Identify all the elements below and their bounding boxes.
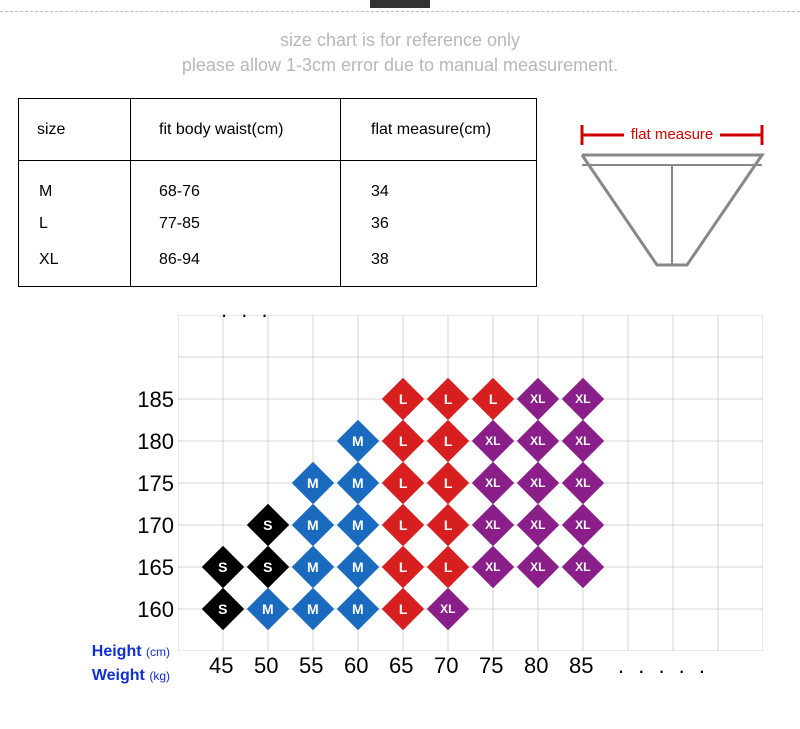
y-label: 165 (124, 555, 174, 581)
x-label: 50 (254, 653, 278, 679)
table-cell: 86-94 (131, 245, 341, 287)
size-diamond-label: L (444, 475, 453, 491)
table-header-row: size fit body waist(cm) flat measure(cm) (19, 99, 537, 161)
top-dashed-border (0, 11, 800, 12)
col-waist: fit body waist(cm) (131, 99, 341, 161)
size-diamond-label: M (307, 475, 319, 491)
table-row: XL86-9438 (19, 245, 537, 287)
size-diamond-label: M (352, 601, 364, 617)
size-diamond-label: S (263, 559, 272, 575)
size-diamond-label: L (444, 391, 453, 407)
size-diamond-label: M (352, 559, 364, 575)
axis-labels: Height (cm) Weight (kg) (0, 640, 170, 688)
col-size: size (19, 99, 131, 161)
size-diamond-label: M (307, 601, 319, 617)
size-diamond-label: XL (575, 476, 590, 490)
size-diamond-label: L (399, 433, 408, 449)
y-label: 185 (124, 387, 174, 413)
table-row: M68-7634 (19, 161, 537, 203)
size-diamond-label: XL (575, 518, 590, 532)
y-label: 180 (124, 429, 174, 455)
size-diamond-label: L (489, 391, 498, 407)
size-diamond-label: XL (485, 518, 500, 532)
x-label: 85 (569, 653, 593, 679)
size-table: size fit body waist(cm) flat measure(cm)… (18, 98, 537, 287)
size-diamond-label: S (218, 559, 227, 575)
size-diamond-label: L (399, 517, 408, 533)
size-diamond-label: M (307, 559, 319, 575)
x-label: 65 (389, 653, 413, 679)
size-diamond-label: L (444, 433, 453, 449)
size-diamond-label: XL (575, 560, 590, 574)
table-cell: M (19, 161, 131, 203)
size-diamond-label: M (352, 517, 364, 533)
disclaimer-line2: please allow 1-3cm error due to manual m… (0, 53, 800, 78)
weight-label: Weight (92, 667, 145, 684)
flat-measure-diagram: flat measure (572, 105, 772, 280)
size-diamond-label: L (399, 559, 408, 575)
x-label: 75 (479, 653, 503, 679)
y-label: 160 (124, 597, 174, 623)
size-diamond-label: L (444, 559, 453, 575)
disclaimer-line1: size chart is for reference only (0, 28, 800, 53)
x-label: 70 (434, 653, 458, 679)
size-diamond-label: XL (530, 518, 545, 532)
size-diamond-label: L (399, 601, 408, 617)
height-label: Height (92, 643, 142, 660)
table-cell: 77-85 (131, 203, 341, 245)
top-notch (370, 0, 430, 8)
y-label: 170 (124, 513, 174, 539)
size-diamond-label: L (444, 517, 453, 533)
size-diamond-label: XL (485, 560, 500, 574)
table-row: L77-8536 (19, 203, 537, 245)
size-diamond-label: S (218, 601, 227, 617)
size-diamond-label: S (263, 517, 272, 533)
table-cell: XL (19, 245, 131, 287)
size-diamond-label: M (352, 433, 364, 449)
x-label: 45 (209, 653, 233, 679)
x-label: 80 (524, 653, 548, 679)
height-unit: (cm) (146, 645, 170, 659)
table-cell: L (19, 203, 131, 245)
size-diamond-label: XL (485, 476, 500, 490)
weight-unit: (kg) (149, 669, 170, 683)
size-diamond-label: XL (530, 560, 545, 574)
x-label: 55 (299, 653, 323, 679)
table-cell: 68-76 (131, 161, 341, 203)
flat-measure-label: flat measure (631, 126, 714, 143)
col-flat: flat measure(cm) (341, 99, 537, 161)
size-diamond-label: XL (575, 392, 590, 406)
size-diamond-label: M (352, 475, 364, 491)
ellipsis-right: . . . . . (618, 653, 709, 679)
size-diamond-label: M (262, 601, 274, 617)
height-weight-chart: . . . 185180175170165160 455055606570758… (138, 315, 768, 715)
table-cell: 34 (341, 161, 537, 203)
size-diamond-label: XL (485, 434, 500, 448)
size-diamond-label: XL (530, 392, 545, 406)
size-diamond-label: XL (530, 476, 545, 490)
size-table-body: M68-7634L77-8536XL86-9438 (19, 161, 537, 287)
y-label: 175 (124, 471, 174, 497)
x-label: 60 (344, 653, 368, 679)
size-diamond-label: L (399, 391, 408, 407)
size-diamond-label: XL (530, 434, 545, 448)
size-diamond-label: XL (575, 434, 590, 448)
disclaimer: size chart is for reference only please … (0, 28, 800, 78)
size-diamond-label: L (399, 475, 408, 491)
table-cell: 36 (341, 203, 537, 245)
size-diamond-label: XL (440, 602, 455, 616)
size-diamond-label: M (307, 517, 319, 533)
table-cell: 38 (341, 245, 537, 287)
